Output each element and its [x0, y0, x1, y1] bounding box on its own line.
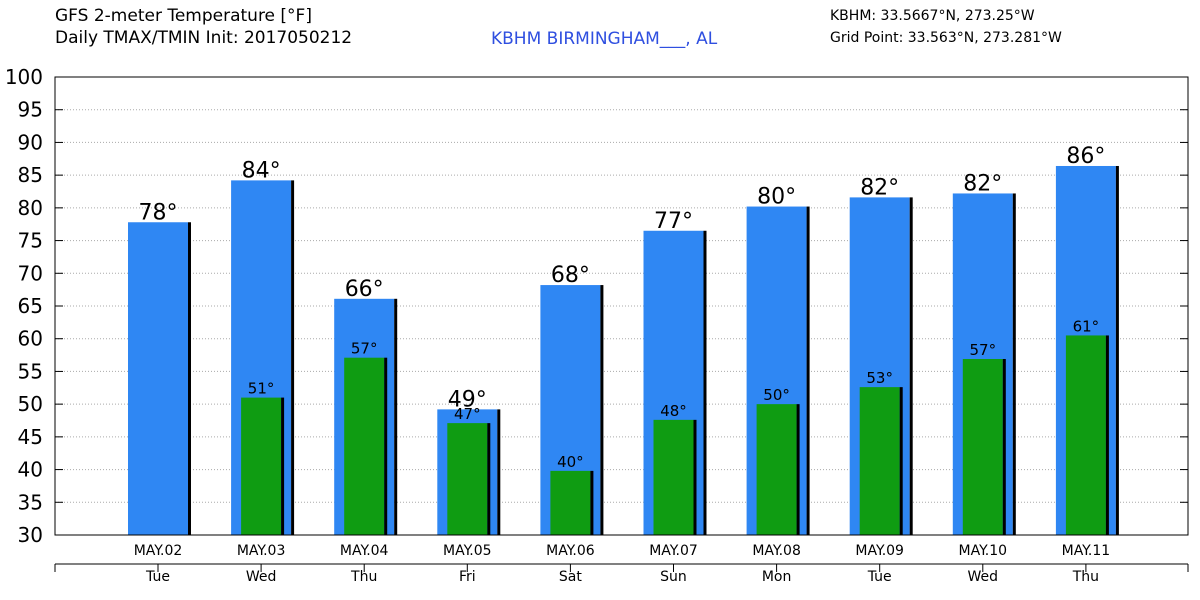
tmin-value-label: 57° [351, 340, 378, 358]
tmin-bar [1065, 335, 1106, 535]
tmax-bar-shadow [703, 230, 707, 535]
tmin-bar [241, 397, 282, 535]
station-coordinates: KBHM: 33.5667°N, 273.25°W [830, 8, 1035, 24]
tmin-value-label: 51° [248, 380, 275, 398]
y-tick-label: 80 [18, 196, 43, 220]
tmin-bar [344, 357, 385, 535]
tmin-bar-shadow [590, 470, 594, 535]
tmax-value-label: 78° [139, 200, 178, 225]
day-label: Sat [559, 569, 582, 585]
y-tick-label: 70 [18, 261, 43, 285]
tmax-value-label: 66° [345, 277, 384, 302]
tmin-value-label: 53° [866, 369, 893, 387]
day-label: Wed [968, 569, 999, 585]
y-tick-label: 100 [5, 65, 43, 89]
bars [128, 165, 1119, 536]
date-label: MAY.11 [1062, 543, 1111, 559]
date-label: MAY.08 [752, 543, 801, 559]
day-label: Sun [660, 569, 687, 585]
tmin-bar [550, 470, 591, 535]
day-label: Tue [867, 569, 892, 585]
y-tick-label: 35 [18, 490, 43, 514]
tmin-bar [962, 358, 1003, 535]
tmax-value-label: 84° [242, 158, 281, 183]
date-label: MAY.09 [855, 543, 904, 559]
tmin-bar-shadow [281, 397, 285, 535]
tmin-bar [447, 423, 488, 535]
tmin-bar [859, 387, 900, 535]
y-tick-label: 55 [18, 359, 43, 383]
day-label: Tue [145, 569, 170, 585]
y-tick-label: 60 [18, 327, 43, 351]
day-label: Thu [1072, 569, 1099, 585]
tmax-value-label: 68° [551, 263, 590, 288]
tmin-bar [756, 404, 797, 535]
tmax-bar-shadow [1012, 193, 1016, 535]
tmin-bar-shadow [487, 423, 491, 535]
plot-frame [54, 76, 1189, 572]
tmin-bar-shadow [1105, 335, 1109, 535]
y-tick-label: 85 [18, 163, 43, 187]
tmin-value-label: 40° [557, 453, 584, 471]
y-tick-label: 65 [18, 294, 43, 318]
grid-lines [55, 109, 1188, 503]
tmin-bar-shadow [693, 419, 697, 535]
day-label: Fri [459, 569, 476, 585]
chart-subtitle: Daily TMAX/TMIN Init: 2017050212 [55, 28, 353, 48]
tmax-value-label: 86° [1066, 144, 1105, 169]
y-tick-label: 30 [18, 523, 43, 547]
tmin-value-label: 48° [660, 402, 687, 420]
y-tick-label: 75 [18, 229, 43, 253]
date-label: MAY.07 [649, 543, 698, 559]
day-label: Wed [246, 569, 277, 585]
tmax-bar-shadow [291, 180, 295, 535]
tmin-value-label: 47° [454, 405, 481, 423]
tmax-value-label: 82° [860, 175, 899, 200]
tmax-value-label: 49° [448, 387, 487, 412]
tmax-bar-shadow [497, 409, 501, 535]
y-tick-label: 40 [18, 458, 43, 482]
tmax-value-label: 77° [654, 209, 693, 234]
date-label: MAY.06 [546, 543, 595, 559]
tmax-bar-shadow [806, 206, 810, 535]
tmin-value-label: 50° [763, 386, 790, 404]
date-label: MAY.10 [959, 543, 1008, 559]
tmin-bar-shadow [899, 387, 903, 535]
day-label: Mon [762, 569, 792, 585]
labels: 30 35 40 45 50 55 60 65 70 75 80 85 90 95 100 MAY.02 Tue… [5, 65, 1110, 585]
station-name: KBHM BIRMINGHAM___, AL [491, 29, 718, 49]
tmax-bar [128, 222, 188, 535]
date-label: MAY.05 [443, 543, 492, 559]
y-tick-label: 45 [18, 425, 43, 449]
date-label: MAY.04 [340, 543, 389, 559]
tmax-value-label: 80° [757, 185, 796, 210]
day-label: Thu [350, 569, 377, 585]
tmin-value-label: 57° [970, 341, 997, 359]
grid-point-coordinates: Grid Point: 33.563°N, 273.281°W [830, 30, 1062, 46]
tmax-bar-shadow [909, 197, 913, 536]
tmin-bar-shadow [384, 357, 388, 535]
tmin-value-label: 61° [1073, 317, 1100, 335]
tmin-bar-shadow [1002, 358, 1006, 535]
date-label: MAY.03 [237, 543, 286, 559]
tmin-bar-shadow [796, 404, 800, 535]
y-tick-label: 95 [18, 98, 43, 122]
tmax-value-label: 82° [963, 171, 1002, 196]
chart-title: GFS 2-meter Temperature [°F] [55, 6, 312, 26]
tmax-bar-shadow [188, 222, 191, 535]
tmax-bar-shadow [1115, 165, 1119, 536]
tmax-bar-shadow [394, 298, 398, 535]
date-label: MAY.02 [134, 543, 183, 559]
y-tick-label: 90 [18, 130, 43, 154]
tmin-bar [653, 419, 694, 535]
tmax-bar-shadow [600, 285, 604, 535]
y-tick-label: 50 [18, 392, 43, 416]
